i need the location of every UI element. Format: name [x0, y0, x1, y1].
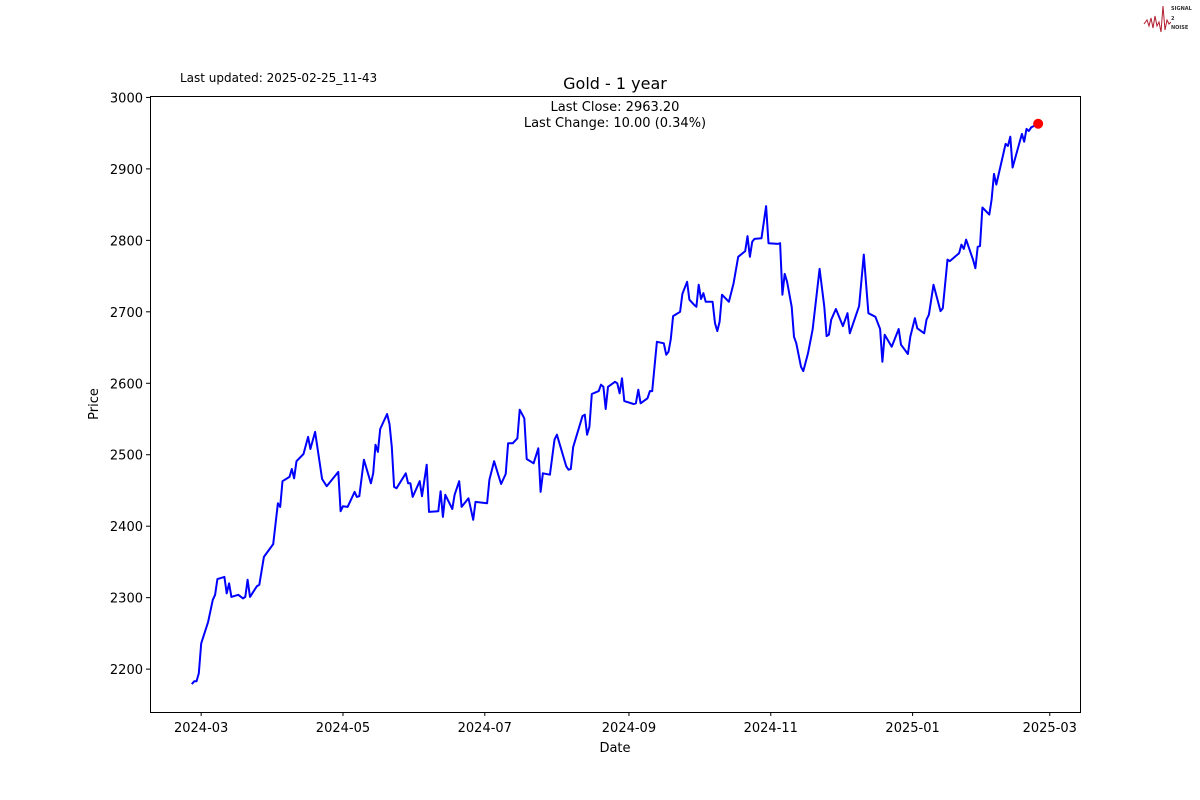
- y-tick-label: 3000: [110, 91, 143, 106]
- gold-price-line: [191, 122, 1039, 685]
- x-tick-label: 2024-09: [602, 721, 656, 736]
- y-tick-label: 2500: [110, 449, 143, 464]
- y-axis-label: Price: [87, 388, 102, 420]
- last-close-marker: [1033, 118, 1044, 129]
- waveform-icon: [1143, 5, 1172, 33]
- chart-title: Gold - 1 year: [563, 74, 667, 93]
- signal-2-noise-logo: SIGNAL 2 NOISE: [1143, 4, 1195, 36]
- y-tick-label: 2600: [110, 377, 143, 392]
- x-tick-label: 2024-05: [316, 721, 370, 736]
- y-tick-label: 2200: [110, 663, 143, 678]
- y-tick-label: 2300: [110, 592, 143, 607]
- annotation-last-change: Last Change: 10.00 (0.34%): [524, 116, 706, 131]
- y-tick-label: 2400: [110, 520, 143, 535]
- plot-frame: [150, 96, 1081, 713]
- x-axis-label: Date: [599, 741, 630, 756]
- x-tick-label: 2024-03: [174, 721, 228, 736]
- annotation-last-close: Last Close: 2963.20: [551, 100, 680, 115]
- y-tick-label: 2700: [110, 306, 143, 321]
- x-tick-label: 2025-03: [1023, 721, 1077, 736]
- last-updated-label: Last updated: 2025-02-25_11-43: [180, 71, 378, 85]
- x-tick-label: 2024-11: [744, 721, 798, 736]
- x-tick-label: 2024-07: [458, 721, 512, 736]
- y-tick-label: 2900: [110, 163, 143, 178]
- y-tick-label: 2800: [110, 234, 143, 249]
- x-tick-label: 2025-01: [885, 721, 939, 736]
